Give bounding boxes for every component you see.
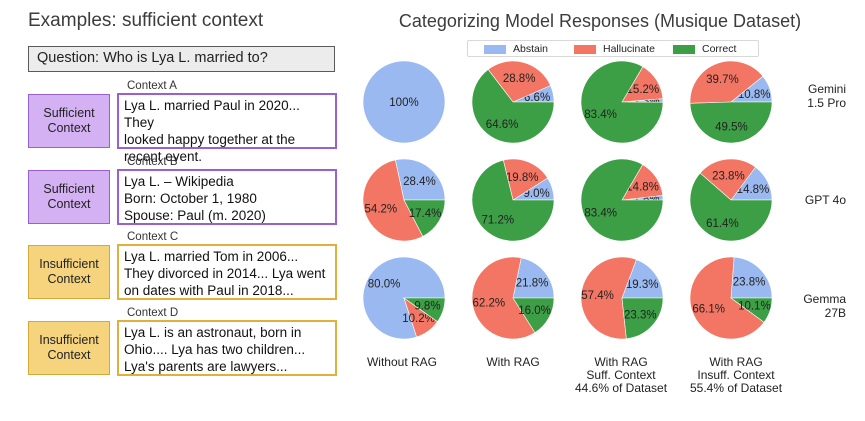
pie-label-r2-c3-hallucinate: 66.1% — [692, 303, 725, 315]
context-d-tag: Insufficient Context — [28, 321, 110, 375]
pie-label-r2-c0-hallucinate: 10.2% — [402, 313, 435, 325]
chart-legend: Abstain Hallucinate Correct — [467, 40, 759, 57]
pie-label-r2-c2-hallucinate: 57.4% — [581, 290, 614, 302]
pie-slice-r1-c0-correct — [403, 199, 446, 237]
context-c-tag: Insufficient Context — [28, 245, 110, 299]
context-b-tag: Sufficient Context — [28, 170, 110, 224]
context-b-label: Context B — [127, 156, 178, 168]
pie-label-r1-c1-hallucinate: 19.8% — [506, 172, 539, 184]
legend-swatch-abstain — [484, 44, 506, 54]
context-c-text: Lya L. married Tom in 2006... They divor… — [117, 244, 337, 300]
column-label-with-rag: With RAG — [486, 355, 540, 369]
legend-swatch-hallucinate — [574, 44, 596, 54]
context-a-label: Context A — [127, 80, 177, 92]
pie-label-r0-c1-correct: 64.6% — [486, 119, 519, 131]
pie-slice-r2-c1-abstain — [512, 257, 555, 299]
pie-label-r1-c1-abstain: 9.0% — [524, 188, 550, 200]
pie-label-r0-c1-abstain: 6.6% — [524, 92, 550, 104]
pie-slice-r2-c2-hallucinate — [580, 256, 637, 340]
pie-label-r2-c1-correct: 16.0% — [518, 305, 551, 317]
model-label-gpt4o: GPT 4o — [804, 193, 846, 207]
pie-slice-r1-c3-correct — [689, 172, 773, 242]
pie-label-r2-c1-hallucinate: 62.2% — [473, 297, 506, 309]
pie-slice-r0-c3-correct — [689, 101, 773, 144]
legend-item-correct: Correct — [673, 43, 736, 55]
context-d-label: Context D — [127, 307, 179, 319]
pie-slice-r1-c1-correct — [471, 159, 555, 242]
pie-slice-r2-c2-abstain — [621, 259, 664, 299]
pie-label-r1-c3-abstain: 14.8% — [737, 184, 770, 196]
pie-slice-r2-c3-abstain — [730, 256, 773, 299]
pie-slice-r0-c3-hallucinate — [689, 60, 764, 104]
pie-slice-r2-c3-hallucinate — [689, 256, 765, 340]
pie-label-r1-c2-correct: 83.4% — [584, 207, 617, 219]
chart-title: Categorizing Model Responses (Musique Da… — [398, 11, 802, 31]
examples-title: Examples: sufficient context — [28, 10, 264, 31]
pie-slice-r2-c1-hallucinate — [471, 256, 536, 340]
pie-slice-r1-c0-hallucinate — [362, 159, 424, 242]
pie-slice-r2-c2-correct — [621, 297, 664, 340]
model-label-gemma: Gemma 27B — [803, 292, 846, 320]
pie-label-r2-c2-correct: 23.3% — [624, 309, 657, 321]
pie-label-r0-c3-correct: 49.5% — [715, 122, 748, 134]
pie-label-r0-c3-abstain: 10.8% — [738, 89, 771, 101]
pie-label-r1-c2-hallucinate: 14.8% — [626, 182, 659, 194]
context-b-text: Lya L. – Wikipedia Born: October 1, 1980… — [117, 169, 337, 225]
pie-label-r2-c0-correct: 9.8% — [414, 300, 440, 312]
legend-label-abstain: Abstain — [513, 43, 549, 55]
context-a-text: Lya L. married Paul in 2020... They look… — [117, 93, 337, 164]
pie-label-r2-c3-correct: 10.1% — [738, 301, 771, 313]
pie-slice-r1-c2-correct — [580, 158, 664, 242]
column-label-without-rag: Without RAG — [366, 355, 438, 369]
model-label-gemini: Gemini 1.5 Pro — [807, 82, 846, 110]
column-label-suff-context: With RAG Suff. Context 44.6% of Dataset — [574, 355, 668, 395]
context-d-text: Lya L. is an astronaut, born in Ohio....… — [117, 320, 337, 376]
pie-label-r1-c0-correct: 17.4% — [409, 208, 442, 220]
context-a-tag: Sufficient Context — [28, 94, 110, 148]
question-box: Question: Who is Lya L. married to? — [28, 46, 335, 72]
pie-slice-r2-c0-correct — [403, 297, 446, 323]
pie-label-r2-c3-abstain: 23.8% — [733, 276, 766, 288]
pie-slice-r2-c1-correct — [512, 297, 555, 334]
pie-slice-r1-c3-hallucinate — [699, 158, 756, 201]
pie-slice-r1-c0-abstain — [394, 158, 446, 201]
pie-label-r2-c1-abstain: 21.8% — [516, 277, 549, 289]
legend-swatch-correct — [673, 44, 695, 54]
pie-label-r1-c1-correct: 71.2% — [481, 214, 514, 226]
pie-label-r0-c3-hallucinate: 39.7% — [706, 74, 739, 86]
pie-slice-r0-c2-correct — [580, 60, 664, 144]
legend-item-abstain: Abstain — [484, 43, 548, 55]
pie-label-r1-c3-correct: 61.4% — [706, 218, 739, 230]
legend-label-hallucinate: Hallucinate — [603, 43, 655, 55]
pie-slice-r1-c1-hallucinate — [502, 158, 549, 201]
context-c-label: Context C — [127, 231, 179, 243]
pie-label-r0-c0-abstain: 100% — [389, 97, 418, 109]
legend-label-correct: Correct — [702, 43, 737, 55]
pie-slice-r0-c0-abstain — [362, 60, 446, 144]
pie-slice-r0-c1-hallucinate — [487, 60, 551, 103]
pie-label-r2-c0-abstain: 80.0% — [368, 279, 401, 291]
pie-label-r0-c1-hallucinate: 28.8% — [503, 73, 536, 85]
pie-label-r1-c0-abstain: 28.4% — [403, 176, 436, 188]
pie-slice-r2-c3-correct — [730, 297, 773, 323]
pie-label-r2-c2-abstain: 19.3% — [626, 279, 659, 291]
column-label-insuff-context: With RAG Insuff. Context 55.4% of Datase… — [689, 355, 783, 395]
pie-label-r1-c0-hallucinate: 54.2% — [365, 203, 398, 215]
pie-label-r0-c2-correct: 83.4% — [584, 109, 617, 121]
pie-slice-r0-c1-correct — [471, 69, 555, 144]
pie-label-r0-c2-hallucinate: 15.2% — [627, 84, 660, 96]
pie-label-r1-c3-hallucinate: 23.8% — [712, 171, 745, 183]
legend-item-hallucinate: Hallucinate — [574, 43, 655, 55]
